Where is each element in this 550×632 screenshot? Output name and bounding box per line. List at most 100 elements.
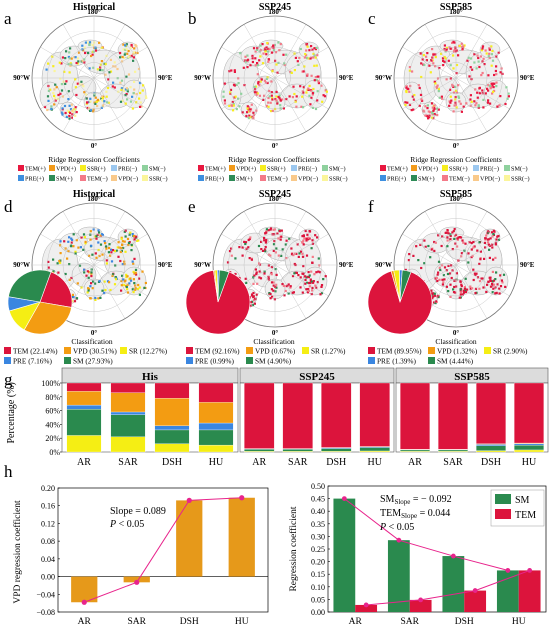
map-pixel (459, 280, 462, 283)
map-pixel (302, 106, 305, 109)
map-pixel (464, 289, 467, 292)
map-pixel (68, 57, 71, 60)
map-pixel (490, 231, 494, 234)
map-pixel (482, 106, 485, 109)
map-pixel (80, 80, 83, 83)
map-pixel (471, 68, 474, 71)
map-pixel (52, 65, 55, 68)
map-pixel (127, 56, 130, 59)
map-pixel (316, 75, 319, 78)
map-pixel (427, 244, 430, 248)
map-pixel (134, 288, 137, 291)
stacked-segment (66, 404, 102, 410)
map-pixel (271, 109, 274, 112)
map-pixel (485, 52, 488, 55)
stacked-segment (198, 422, 234, 431)
map-pixel (119, 51, 122, 55)
legend-swatch (368, 357, 375, 364)
legend-label: TEM(+) (387, 166, 408, 173)
map-pixel (112, 249, 115, 252)
map-pixel (272, 243, 276, 246)
map-pixel (263, 239, 266, 242)
map-pixel (299, 276, 302, 279)
y-axis-label: VPD regression coefficient (12, 500, 23, 604)
map-pixel (272, 281, 275, 284)
map-pixel (454, 98, 457, 101)
map-pixel (319, 293, 322, 296)
map-pixel (93, 94, 96, 97)
map-pixel (103, 100, 106, 103)
map-pixel (264, 250, 267, 253)
map-pixel (418, 104, 421, 107)
map-pixel (458, 44, 461, 48)
map-pixel (438, 278, 441, 281)
map-pixel (113, 250, 116, 253)
map-pixel (121, 99, 124, 102)
map-pixel (134, 43, 137, 47)
legend-label: SM(+) (236, 176, 253, 183)
map-pixel (274, 98, 277, 101)
map-pixel (486, 87, 489, 90)
stacked-segment (400, 382, 430, 450)
map-pixel (301, 235, 304, 238)
stacked-segment (110, 436, 146, 453)
map-pixel (91, 253, 94, 256)
map-pixel (131, 95, 134, 98)
map-pixel (264, 246, 267, 249)
map-pixel (314, 284, 317, 287)
map-pixel (486, 101, 490, 104)
map-pixel (481, 45, 485, 48)
map-pixel (500, 279, 503, 282)
map-pixel (436, 84, 439, 87)
map-pixel (66, 257, 69, 260)
map-pixel (246, 54, 249, 57)
map-pixel (129, 277, 132, 280)
map-pixel (254, 57, 257, 60)
panel-letter-g: g (4, 370, 13, 389)
map-pixel (449, 238, 452, 241)
legend-label: TEM(−) (267, 176, 288, 183)
map-pixel (113, 283, 117, 286)
x-tick-label: DSH (481, 457, 501, 468)
map-pixel (438, 96, 441, 99)
map-pixel (452, 67, 455, 70)
legend-swatch (368, 347, 375, 354)
map-pixel (455, 72, 458, 75)
stacked-segment (154, 429, 190, 444)
map-pixel (90, 282, 93, 285)
map-pixel (458, 100, 461, 103)
map-pixel (105, 90, 108, 93)
map-pixel (53, 88, 56, 91)
map-pixel (306, 291, 309, 294)
map-pixel (78, 264, 82, 267)
bar-sm (496, 570, 519, 612)
map-pixel (455, 91, 458, 94)
legend-label: SM (4.44%) (437, 357, 474, 366)
legend-label: SSR(−) (329, 176, 348, 183)
legend-label: SSR(−) (511, 176, 530, 183)
map-pixel (310, 74, 313, 77)
pie-slice (8, 269, 52, 303)
map-pixel (72, 110, 75, 113)
map-pixel (440, 52, 443, 55)
map-pixel (285, 285, 288, 288)
map-pixel (305, 288, 308, 291)
ann-sub: Slope (401, 512, 417, 520)
map-pixel (478, 262, 481, 265)
map-pixel (452, 91, 456, 94)
map-pixel (59, 252, 62, 255)
map-pixel (88, 43, 91, 47)
map-pixel (438, 266, 441, 269)
map-pixel (126, 283, 129, 286)
map-pixel (266, 42, 269, 45)
ann-main: SM (380, 494, 395, 505)
map-pixel (478, 65, 481, 69)
map-pixel (430, 59, 433, 62)
map-pixel (270, 281, 274, 284)
legend-label: VPD (30.51%) (73, 347, 117, 356)
map-pixel (250, 103, 253, 106)
map-pixel (258, 262, 261, 265)
map-pixel (491, 49, 494, 53)
